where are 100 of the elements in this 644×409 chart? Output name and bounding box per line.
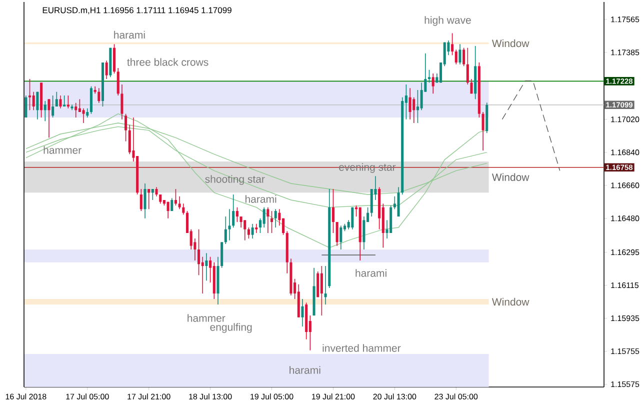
candlestick — [244, 220, 246, 241]
y-tick-label: 1.16115 — [611, 282, 639, 288]
candlestick — [124, 113, 128, 142]
candlestick — [470, 78, 473, 94]
candlestick — [63, 95, 66, 107]
y-tick-label: 1.15755 — [611, 348, 640, 354]
x-tick-label: 16 Jul 2018 — [6, 394, 46, 400]
candlestick — [170, 198, 174, 212]
x-tick-label: 23 Jul 05:00 — [434, 394, 478, 400]
candlestick — [466, 47, 469, 85]
candlestick — [266, 206, 270, 234]
band-label: Window — [492, 39, 530, 48]
y-tick-label: 1.17565 — [611, 16, 640, 22]
candlestick — [482, 112, 484, 151]
band-label: Window — [492, 298, 530, 306]
candlestick — [458, 44, 462, 65]
candlestick — [205, 252, 208, 282]
candlestick — [236, 206, 238, 222]
candlestick — [324, 266, 327, 305]
annotation: harami — [356, 269, 386, 277]
y-tick-label: 1.15935 — [611, 315, 640, 322]
candlestick — [140, 188, 142, 212]
text: EURUSD.m,H1 1.16956 1.17111 1.16945 1.17099 — [42, 7, 232, 14]
candlestick — [32, 91, 35, 111]
band-label: Window — [492, 173, 530, 181]
candlestick — [28, 78, 32, 111]
candlestick — [462, 47, 466, 67]
candlestick — [332, 188, 334, 234]
candlestick — [74, 102, 78, 118]
candlestick — [182, 203, 185, 216]
candlestick — [90, 86, 92, 114]
candlestick — [112, 44, 116, 74]
candlestick — [24, 95, 28, 118]
x-tick-label: 17 Jul 05:00 — [66, 394, 109, 400]
candlestick — [105, 60, 108, 80]
candlestick — [48, 98, 50, 138]
candlestick — [454, 49, 458, 65]
candlestick — [148, 188, 150, 210]
x-tick-label: 20 Jul 13:00 — [373, 394, 416, 400]
y-tick-label: 1.16660 — [611, 182, 640, 188]
candlestick — [98, 88, 100, 104]
candlestick — [116, 68, 120, 96]
candlestick — [408, 88, 412, 120]
candlestick — [340, 225, 342, 250]
annotation: hammer — [44, 146, 82, 154]
annotation: harami — [290, 366, 320, 374]
candlestick — [412, 96, 416, 124]
candlestick — [428, 69, 431, 84]
candlestick — [144, 183, 146, 219]
y-tick-label: 1.15575 — [611, 381, 640, 388]
candlestick — [255, 223, 258, 234]
candlestick — [270, 210, 274, 234]
candlestick — [232, 194, 235, 228]
candlestick — [220, 242, 224, 268]
candlestick — [36, 91, 39, 120]
candlestick — [351, 206, 354, 230]
candlestick — [128, 124, 131, 155]
candlestick — [120, 84, 124, 120]
candlestick — [52, 95, 54, 118]
y-tick-label: 1.17385 — [611, 50, 640, 56]
candlestick — [362, 216, 366, 250]
candlestick — [451, 32, 454, 56]
x-tick-label: 19 Jul 05:00 — [250, 394, 294, 400]
annotation: harami — [114, 30, 145, 39]
candlestick — [55, 91, 58, 107]
y-tick-label: 1.16840 — [611, 150, 640, 156]
x-tick-label: 19 Jul 21:00 — [312, 394, 355, 400]
candlestick — [66, 95, 70, 109]
candlestick — [78, 98, 81, 112]
candlestick — [228, 208, 231, 241]
candlestick — [198, 228, 200, 276]
annotation: harami — [245, 195, 276, 203]
annotation: engulfing — [210, 323, 252, 333]
candlestick — [174, 188, 177, 206]
annotation: inverted hammer — [322, 344, 401, 352]
x-tick-label: 17 Jul 21:00 — [128, 394, 170, 400]
x-tick-label: 18 Jul 13:00 — [189, 394, 232, 400]
annotation: three black crows — [127, 58, 208, 66]
candlestick — [336, 222, 338, 246]
candlestick — [416, 90, 419, 124]
candlestick — [251, 223, 254, 239]
candlestick — [166, 201, 170, 219]
candlestick — [262, 206, 266, 228]
candlestick — [397, 186, 400, 217]
candlestick — [274, 208, 277, 228]
candlestick — [247, 227, 250, 239]
candlestick — [82, 108, 85, 124]
candlestick — [86, 108, 89, 118]
candlestick — [178, 196, 181, 210]
candlestick — [370, 188, 373, 217]
annotation: high wave — [424, 16, 471, 26]
candlestick — [155, 186, 158, 197]
y-tick-label: 1.16480 — [611, 216, 640, 222]
annotation: hammer — [188, 314, 226, 322]
candlestick — [432, 73, 434, 94]
candlestick — [301, 298, 304, 327]
candlestick — [420, 82, 423, 111]
candlestick — [320, 266, 323, 316]
candlestick — [316, 271, 320, 298]
y-tick-label: 1.17020 — [611, 116, 640, 122]
